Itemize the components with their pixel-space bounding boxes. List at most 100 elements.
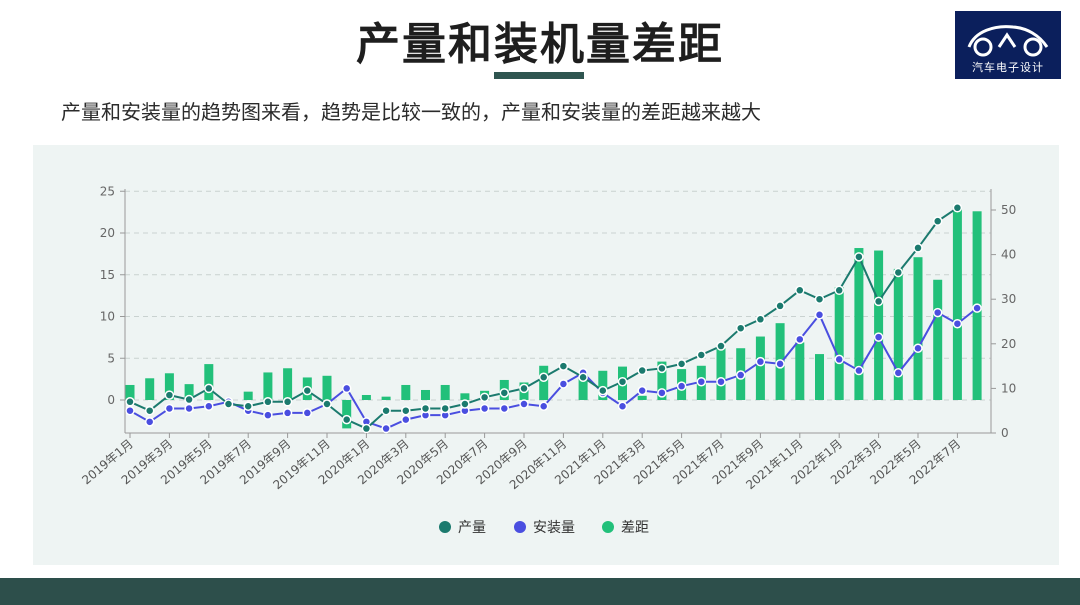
production-point <box>538 372 549 382</box>
production-point <box>302 385 313 396</box>
installed-point <box>282 408 293 418</box>
installed-point <box>932 307 943 318</box>
installed-point <box>538 401 549 411</box>
installed-point <box>204 401 214 411</box>
installed-point <box>735 370 746 380</box>
y-right-tick-label: 10 <box>1001 381 1016 395</box>
footer-bar <box>0 578 1080 605</box>
production-point <box>558 361 569 371</box>
installed-point <box>341 383 352 394</box>
y-left-tick-label: 0 <box>107 393 115 407</box>
installed-point <box>696 376 707 387</box>
production-point <box>716 341 726 351</box>
production-point <box>775 301 785 311</box>
production-point <box>637 365 647 376</box>
installed-point <box>519 399 529 409</box>
bar-gap <box>913 257 923 400</box>
production-point <box>755 314 766 325</box>
bar-gap <box>854 248 864 400</box>
bar-gap <box>716 348 726 400</box>
installed-point <box>401 414 411 425</box>
installed-point <box>302 408 313 418</box>
installed-line <box>129 307 978 430</box>
y-right-tick-label: 40 <box>1001 248 1016 262</box>
installed-point <box>716 376 726 387</box>
subtitle: 产量和安装量的趋势图来看，趋势是比较一致的，产量和安装量的差距越来越大 <box>61 100 761 124</box>
installed-point <box>972 303 982 313</box>
installed-point <box>854 365 864 376</box>
production-point <box>125 397 135 407</box>
y-left-tick-label: 25 <box>100 184 115 198</box>
production-point <box>814 294 825 304</box>
bar-gap <box>125 384 135 400</box>
installed-point <box>676 381 687 391</box>
production-point <box>657 363 667 374</box>
installed-point <box>755 356 766 367</box>
production-point <box>834 285 844 296</box>
page-title: 产量和装机量差距 <box>356 19 724 70</box>
legend-label: 安装量 <box>533 520 575 536</box>
production-point <box>676 359 687 369</box>
bar-gap <box>361 394 371 400</box>
production-point <box>223 399 234 409</box>
bar-gap <box>342 400 352 429</box>
installed-point <box>637 385 647 396</box>
production-point <box>893 267 904 278</box>
production-point <box>696 350 707 360</box>
bar-gap <box>637 395 647 400</box>
logo-text: 汽车电子设计 <box>972 61 1044 74</box>
production-point <box>322 399 332 409</box>
production-point <box>401 405 411 416</box>
y-right-tick-label: 50 <box>1001 203 1016 217</box>
brand-logo: 汽车电子设计 <box>955 11 1061 79</box>
production-point <box>913 243 923 253</box>
legend-label: 差距 <box>621 520 649 536</box>
bar-gap <box>263 372 273 400</box>
y-right-tick-label: 0 <box>1001 426 1009 440</box>
bar-gap <box>893 268 903 400</box>
installed-point <box>873 332 884 342</box>
chart-panel: 0 5 10 15 20 25 0 10 20 30 40 50 2019年1月 2019年3月 2019年… <box>33 145 1059 565</box>
production-point <box>164 390 175 400</box>
bar-gap <box>933 279 943 400</box>
installed-point <box>952 318 963 329</box>
installed-point <box>913 343 923 354</box>
production-point <box>243 401 253 411</box>
title-underline <box>494 72 584 79</box>
bar-gap <box>184 384 194 400</box>
legend-marker <box>602 521 614 533</box>
bar-gap <box>164 373 174 400</box>
bar-gap <box>952 206 962 400</box>
combo-chart: 0510152025010203040502019年1月2019年3月2019年… <box>79 184 1016 536</box>
production-point <box>617 376 628 387</box>
bar-gap <box>460 393 470 400</box>
installed-point <box>263 410 273 420</box>
bar-gap <box>755 336 765 400</box>
bar-gap <box>204 364 214 400</box>
y-right-tick-label: 20 <box>1001 337 1016 351</box>
installed-point <box>125 405 135 416</box>
installed-point <box>834 354 844 365</box>
bar-gap <box>243 391 253 400</box>
bar-gap <box>874 250 884 400</box>
bar-gap <box>440 384 450 400</box>
installed-point <box>381 423 391 434</box>
car-logo-icon <box>967 25 1049 57</box>
production-point <box>144 405 155 416</box>
bar-gap <box>657 361 667 400</box>
production-point <box>341 414 352 425</box>
installed-point <box>657 388 667 398</box>
production-point <box>282 397 293 407</box>
bar-gap <box>322 375 332 400</box>
y-left-tick-label: 10 <box>100 310 115 324</box>
y-left-tick-label: 20 <box>100 226 115 240</box>
production-point <box>735 323 746 333</box>
bar-gap <box>421 389 430 400</box>
bar-gap <box>381 396 391 400</box>
installed-point <box>479 403 490 414</box>
installed-point <box>617 401 628 411</box>
production-point <box>361 423 372 434</box>
production-point <box>519 383 529 394</box>
legend-marker <box>514 521 526 533</box>
bar-gap <box>283 368 293 400</box>
